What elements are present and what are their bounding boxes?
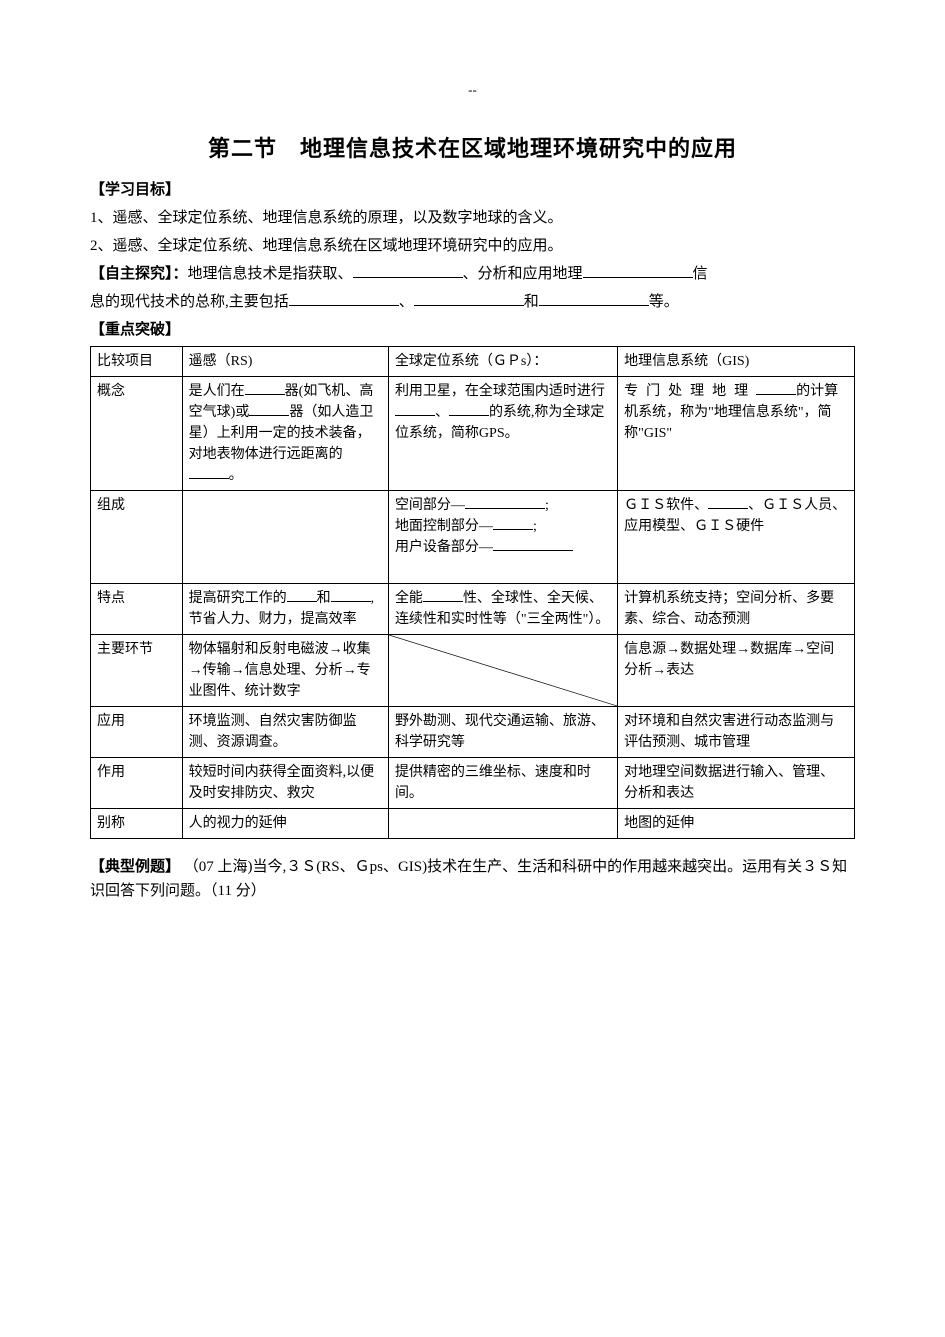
row-features: 特点 提高研究工作的和,节省人力、财力，提高效率 全能性、全球性、全天候、连续性… [91,583,855,634]
key-breakthrough-label: 【重点突破】 [90,322,180,338]
self-explore-text-1a: 地理信息技术是指获取、 [188,266,353,282]
cell-concept-rs: 是人们在器(如飞机、高空气球)或器（如人造卫星）上利用一定的技术装备，对地表物体… [182,376,388,490]
learning-objectives-section: 【学习目标】 1、遥感、全球定位系统、地理信息系统的原理，以及数字地球的含义。 … [90,178,855,258]
cell-alias-gis: 地图的延伸 [618,808,855,838]
self-explore-text-2b: 、 [399,294,414,310]
cell-composition-rs [182,490,388,583]
self-explore-label: 【自主探究】： [90,266,188,282]
blank-fill [414,291,524,306]
text: 用户设备部分— [395,540,493,555]
cell-composition-gps: 空间部分—; 地面控制部分—; 用户设备部分— [388,490,617,583]
blank-fill [449,402,489,416]
cell-alias-label: 别称 [91,808,183,838]
cell-features-rs: 提高研究工作的和,节省人力、财力，提高效率 [182,583,388,634]
blank-fill [395,402,435,416]
cell-alias-gps [388,808,617,838]
blank-fill [756,381,796,395]
cell-mainlink-gis: 信息源→数据处理→数据库→空间分析→表达 [618,634,855,706]
cell-composition-gis: ＧＩＳ软件、、ＧＩＳ人员、应用模型、ＧＩＳ硬件 [618,490,855,583]
comparison-table: 比较项目 遥感（RS) 全球定位系统（ＧＰs）： 地理信息系统（GIS) 概念 … [90,346,855,839]
text: 空间部分— [395,498,465,513]
cell-application-label: 应用 [91,706,183,757]
objective-2: 2、遥感、全球定位系统、地理信息系统在区域地理环境研究中的应用。 [90,234,855,258]
cell-application-gis: 对环境和自然灾害进行动态监测与评估预测、城市管理 [618,706,855,757]
blank-fill [708,495,748,509]
text: 是人们在 [189,384,245,399]
objective-1: 1、遥感、全球定位系统、地理信息系统的原理，以及数字地球的含义。 [90,206,855,230]
row-concept: 概念 是人们在器(如飞机、高空气球)或器（如人造卫星）上利用一定的技术装备，对地… [91,376,855,490]
table-header-row: 比较项目 遥感（RS) 全球定位系统（ＧＰs）： 地理信息系统（GIS) [91,346,855,376]
example-text: （07 上海)当今,３Ｓ(RS、Ｇps、GIS)技术在生产、生活和科研中的作用越… [90,859,847,899]
cell-concept-gis: 专门处理地理的计算机系统，称为"地理信息系统"，简称"GIS" [618,376,855,490]
cell-mainlink-label: 主要环节 [91,634,183,706]
blank-fill [493,537,573,551]
blank-fill [493,516,533,530]
blank-fill [189,465,229,479]
blank-fill [539,291,649,306]
text: 提高研究工作的 [189,591,287,606]
cell-features-gis: 计算机系统支持；空间分析、多要素、综合、动态预测 [618,583,855,634]
blank-fill [289,291,399,306]
header-compare: 比较项目 [91,346,183,376]
cell-function-label: 作用 [91,757,183,808]
page-header-dash: -- [90,80,855,101]
blank-fill [583,263,693,278]
blank-fill [249,402,289,416]
self-explore-section: 【自主探究】：地理信息技术是指获取、 、分析和应用地理 信 息的现代技术的总称,主要… [90,262,855,314]
self-explore-text-2d: 等。 [649,294,679,310]
text: 全能 [395,591,423,606]
blank-fill [245,381,285,395]
text: 地面控制部分— [395,519,493,534]
self-explore-text-2a: 息的现代技术的总称,主要包括 [90,294,289,310]
blank-fill [465,495,545,509]
row-alias: 别称 人的视力的延伸 地图的延伸 [91,808,855,838]
row-function: 作用 较短时间内获得全面资料,以便及时安排防灾、救灾 提供精密的三维坐标、速度和… [91,757,855,808]
header-gps: 全球定位系统（ＧＰs）： [388,346,617,376]
cell-mainlink-gps-diagonal [388,634,617,706]
cell-features-gps: 全能性、全球性、全天候、连续性和实时性等（"三全两性"）。 [388,583,617,634]
cell-function-gps: 提供精密的三维坐标、速度和时间。 [388,757,617,808]
blank-fill [287,588,317,602]
row-application: 应用 环境监测、自然灾害防御监测、资源调查。 野外勘测、现代交通运输、旅游、科学… [91,706,855,757]
cell-alias-rs: 人的视力的延伸 [182,808,388,838]
cell-function-rs: 较短时间内获得全面资料,以便及时安排防灾、救灾 [182,757,388,808]
text: 、 [435,405,449,420]
text: 利用卫星，在全球范围内适时进行 [395,384,605,399]
cell-composition-label: 组成 [91,490,183,583]
row-composition: 组成 空间部分—; 地面控制部分—; 用户设备部分— ＧＩＳ软件、、ＧＩＳ人员、… [91,490,855,583]
text: 和 [317,591,331,606]
self-explore-text-1c: 信 [693,266,708,282]
self-explore-text-2c: 和 [524,294,539,310]
header-gis: 地理信息系统（GIS) [618,346,855,376]
blank-fill [423,588,463,602]
learning-objectives-label: 【学习目标】 [90,182,180,198]
text: 。 [229,468,243,483]
cell-concept-gps: 利用卫星，在全球范围内适时进行、的系统,称为全球定位系统，简称GPS。 [388,376,617,490]
cell-concept-label: 概念 [91,376,183,490]
cell-function-gis: 对地理空间数据进行输入、管理、分析和表达 [618,757,855,808]
example-section: 【典型例题】 （07 上海)当今,３Ｓ(RS、Ｇps、GIS)技术在生产、生活和… [90,855,855,903]
text: 专门处理地理 [624,384,756,399]
header-rs: 遥感（RS) [182,346,388,376]
cell-application-gps: 野外勘测、现代交通运输、旅游、科学研究等 [388,706,617,757]
diagonal-line-icon [389,635,617,706]
document-title: 第二节 地理信息技术在区域地理环境研究中的应用 [90,131,855,166]
cell-mainlink-rs: 物体辐射和反射电磁波→收集→传输→信息处理、分析→专业图件、统计数字 [182,634,388,706]
cell-features-label: 特点 [91,583,183,634]
blank-fill [331,588,371,602]
blank-fill [353,263,463,278]
row-main-link: 主要环节 物体辐射和反射电磁波→收集→传输→信息处理、分析→专业图件、统计数字 … [91,634,855,706]
cell-application-rs: 环境监测、自然灾害防御监测、资源调查。 [182,706,388,757]
self-explore-text-1b: 、分析和应用地理 [463,266,583,282]
text: ＧＩＳ软件、 [624,498,708,513]
example-label: 【典型例题】 [90,859,180,875]
